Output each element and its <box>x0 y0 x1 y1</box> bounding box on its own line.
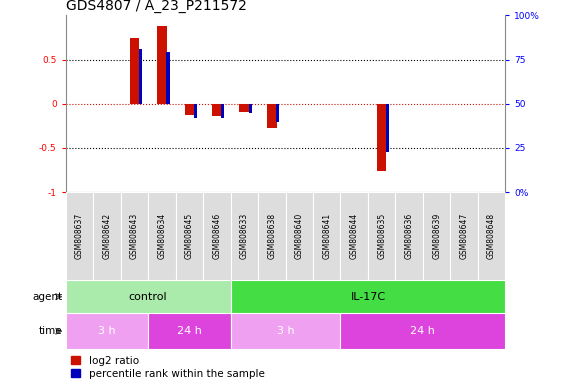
Text: GSM808634: GSM808634 <box>158 213 166 259</box>
Bar <box>231 192 258 280</box>
Bar <box>148 192 176 280</box>
Bar <box>231 280 505 313</box>
Bar <box>221 104 224 118</box>
Text: GSM808638: GSM808638 <box>267 213 276 259</box>
Bar <box>340 313 505 349</box>
Bar <box>130 38 139 104</box>
Text: GSM808647: GSM808647 <box>460 213 469 259</box>
Bar <box>212 104 222 116</box>
Bar <box>194 104 197 118</box>
Bar <box>478 192 505 280</box>
Text: GSM808645: GSM808645 <box>185 213 194 259</box>
Bar <box>139 49 142 104</box>
Text: GSM808643: GSM808643 <box>130 213 139 259</box>
Text: GDS4807 / A_23_P211572: GDS4807 / A_23_P211572 <box>66 0 247 13</box>
Text: control: control <box>129 291 167 302</box>
Bar <box>157 26 167 104</box>
Bar <box>313 192 340 280</box>
Bar <box>258 192 286 280</box>
Bar <box>66 280 231 313</box>
Bar <box>148 313 231 349</box>
Text: 24 h: 24 h <box>411 326 435 336</box>
Text: GSM808648: GSM808648 <box>487 213 496 259</box>
Bar <box>203 192 231 280</box>
Text: agent: agent <box>33 291 63 302</box>
Text: IL-17C: IL-17C <box>351 291 385 302</box>
Bar <box>423 192 451 280</box>
Text: 24 h: 24 h <box>177 326 202 336</box>
Bar <box>267 104 276 128</box>
Bar <box>93 192 120 280</box>
Text: 3 h: 3 h <box>98 326 116 336</box>
Text: GSM808633: GSM808633 <box>240 213 249 259</box>
Bar <box>340 192 368 280</box>
Bar <box>276 104 279 122</box>
Bar <box>249 104 252 113</box>
Bar <box>286 192 313 280</box>
Text: 3 h: 3 h <box>277 326 294 336</box>
Bar <box>386 104 389 152</box>
Bar <box>166 51 170 104</box>
Text: GSM808646: GSM808646 <box>212 213 222 259</box>
Bar <box>66 192 93 280</box>
Text: GSM808642: GSM808642 <box>102 213 111 259</box>
Text: GSM808641: GSM808641 <box>322 213 331 259</box>
Bar <box>377 104 387 171</box>
Text: GSM808640: GSM808640 <box>295 213 304 259</box>
Bar <box>239 104 249 112</box>
Bar <box>120 192 148 280</box>
Legend: log2 ratio, percentile rank within the sample: log2 ratio, percentile rank within the s… <box>71 356 264 379</box>
Bar <box>176 192 203 280</box>
Text: GSM808637: GSM808637 <box>75 213 84 259</box>
Bar <box>395 192 423 280</box>
Text: GSM808635: GSM808635 <box>377 213 386 259</box>
Text: GSM808644: GSM808644 <box>349 213 359 259</box>
Bar <box>451 192 478 280</box>
Bar <box>184 104 194 115</box>
Bar <box>66 313 148 349</box>
Text: GSM808639: GSM808639 <box>432 213 441 259</box>
Bar <box>231 313 340 349</box>
Bar <box>368 192 395 280</box>
Text: time: time <box>39 326 63 336</box>
Text: GSM808636: GSM808636 <box>405 213 413 259</box>
